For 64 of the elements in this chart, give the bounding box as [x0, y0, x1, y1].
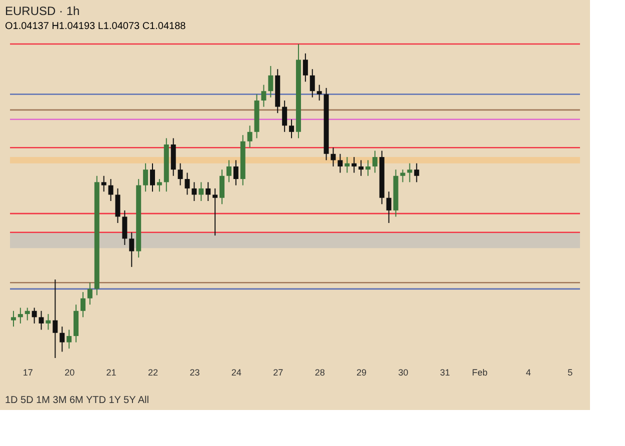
- candlestick: [87, 282, 92, 306]
- candlestick: [310, 68, 315, 98]
- candlestick: [24, 307, 30, 321]
- x-tick-label: 27: [273, 368, 284, 378]
- candlestick: [302, 52, 308, 82]
- x-tick-label: 29: [356, 368, 367, 378]
- candlestick: [289, 118, 294, 139]
- candlestick: [129, 232, 134, 268]
- candlestick: [365, 160, 370, 176]
- candlestick: [316, 84, 322, 102]
- candlestick: [414, 162, 420, 183]
- candlestick: [261, 84, 266, 108]
- candlestick: [226, 160, 232, 183]
- candlestick: [80, 292, 86, 318]
- text: 1D 5D 1M 3M 6M YTD 1Y 5Y All: [5, 395, 149, 406]
- x-tick-label: Feb: [472, 368, 488, 378]
- candlestick: [150, 162, 155, 192]
- candlestick: [60, 326, 65, 352]
- x-tick-label: 23: [190, 368, 200, 378]
- candlestick: [386, 191, 392, 224]
- candlestick: [372, 150, 378, 174]
- candlestick: [212, 188, 218, 236]
- candlestick: [407, 162, 412, 183]
- candlestick: [52, 279, 58, 358]
- candlestick: [66, 329, 72, 350]
- candlestick: [156, 178, 162, 192]
- chart-title: EURUSD · 1h: [5, 4, 80, 18]
- x-tick-label: 24: [231, 368, 242, 378]
- x-tick-label: 22: [148, 368, 158, 378]
- x-tick-label: 20: [64, 368, 75, 378]
- candlestick: [184, 172, 190, 196]
- candlestick: [10, 310, 16, 328]
- candlestick: [338, 153, 343, 174]
- candlestick: [46, 314, 51, 330]
- candlestick: [358, 160, 364, 176]
- candlestick: [268, 65, 274, 98]
- x-tick-label: 5: [568, 368, 573, 378]
- candlestick: [330, 147, 336, 167]
- x-tick-label: 17: [22, 368, 33, 378]
- x-tick-label: 4: [526, 368, 531, 378]
- x-tick-label: 28: [314, 368, 325, 378]
- candlestick: [32, 307, 37, 324]
- candlestick: [352, 156, 357, 174]
- candlestick: [192, 182, 197, 202]
- candlestick: [344, 156, 350, 174]
- candlestick: [233, 160, 238, 186]
- candlestick: [101, 175, 106, 192]
- x-tick-label: 21: [106, 368, 116, 378]
- x-tick-label: 30: [398, 368, 408, 378]
- candlestick: [220, 169, 225, 205]
- candlestick: [122, 210, 128, 246]
- candlestick: [198, 182, 204, 202]
- candlestick: [143, 162, 148, 192]
- candlestick: [206, 182, 211, 202]
- candlestick: [247, 125, 252, 148]
- candlestick: [400, 169, 406, 183]
- candlestick: [38, 310, 44, 330]
- candlestick: [115, 188, 120, 224]
- candlestick: [282, 100, 288, 132]
- chart-subtitle: O1.04137 H1.04193 L1.04073 C1.04188: [5, 21, 186, 32]
- candlestick: [178, 162, 183, 186]
- x-tick-label: 31: [440, 368, 450, 378]
- candlestick: [18, 307, 23, 324]
- candlestick: [108, 178, 114, 202]
